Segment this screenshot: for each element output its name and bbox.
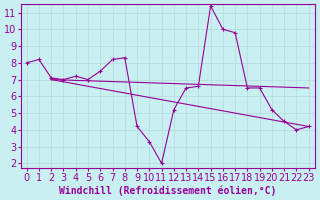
X-axis label: Windchill (Refroidissement éolien,°C): Windchill (Refroidissement éolien,°C) bbox=[59, 185, 276, 196]
